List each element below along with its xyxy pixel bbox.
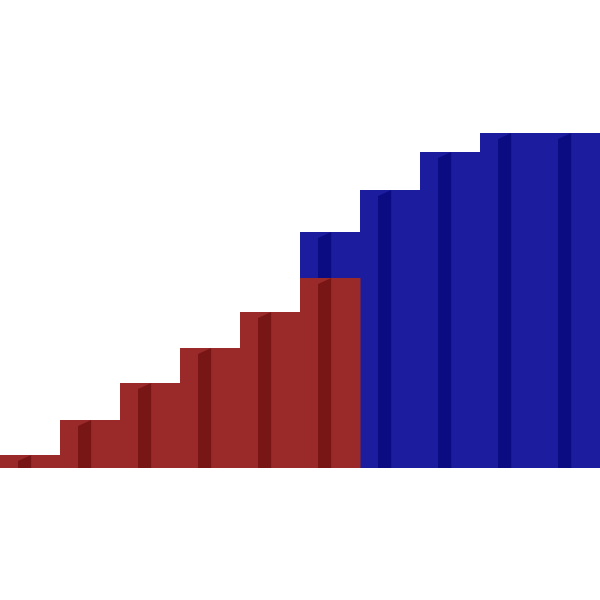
bar-cap <box>138 383 152 389</box>
bar-shade <box>498 139 512 468</box>
bar-cap <box>498 133 512 139</box>
bar-shade <box>258 318 272 468</box>
bar-cap <box>18 455 32 461</box>
bar-cap <box>378 190 392 196</box>
bar-cap <box>318 232 332 238</box>
bar-cap <box>198 348 212 354</box>
bar-cap <box>318 278 332 284</box>
bar-cap <box>558 133 572 139</box>
bar-shade <box>78 426 92 468</box>
bar-shade <box>198 354 212 468</box>
bar-shade <box>318 284 332 468</box>
bar-cap <box>78 420 92 426</box>
bar-cap <box>258 312 272 318</box>
bar-shade <box>438 158 452 468</box>
bar-shade <box>18 461 32 468</box>
bar-cap <box>438 152 452 158</box>
bar-shade <box>378 196 392 468</box>
bar-shade <box>138 389 152 468</box>
bar-shade <box>558 139 572 468</box>
